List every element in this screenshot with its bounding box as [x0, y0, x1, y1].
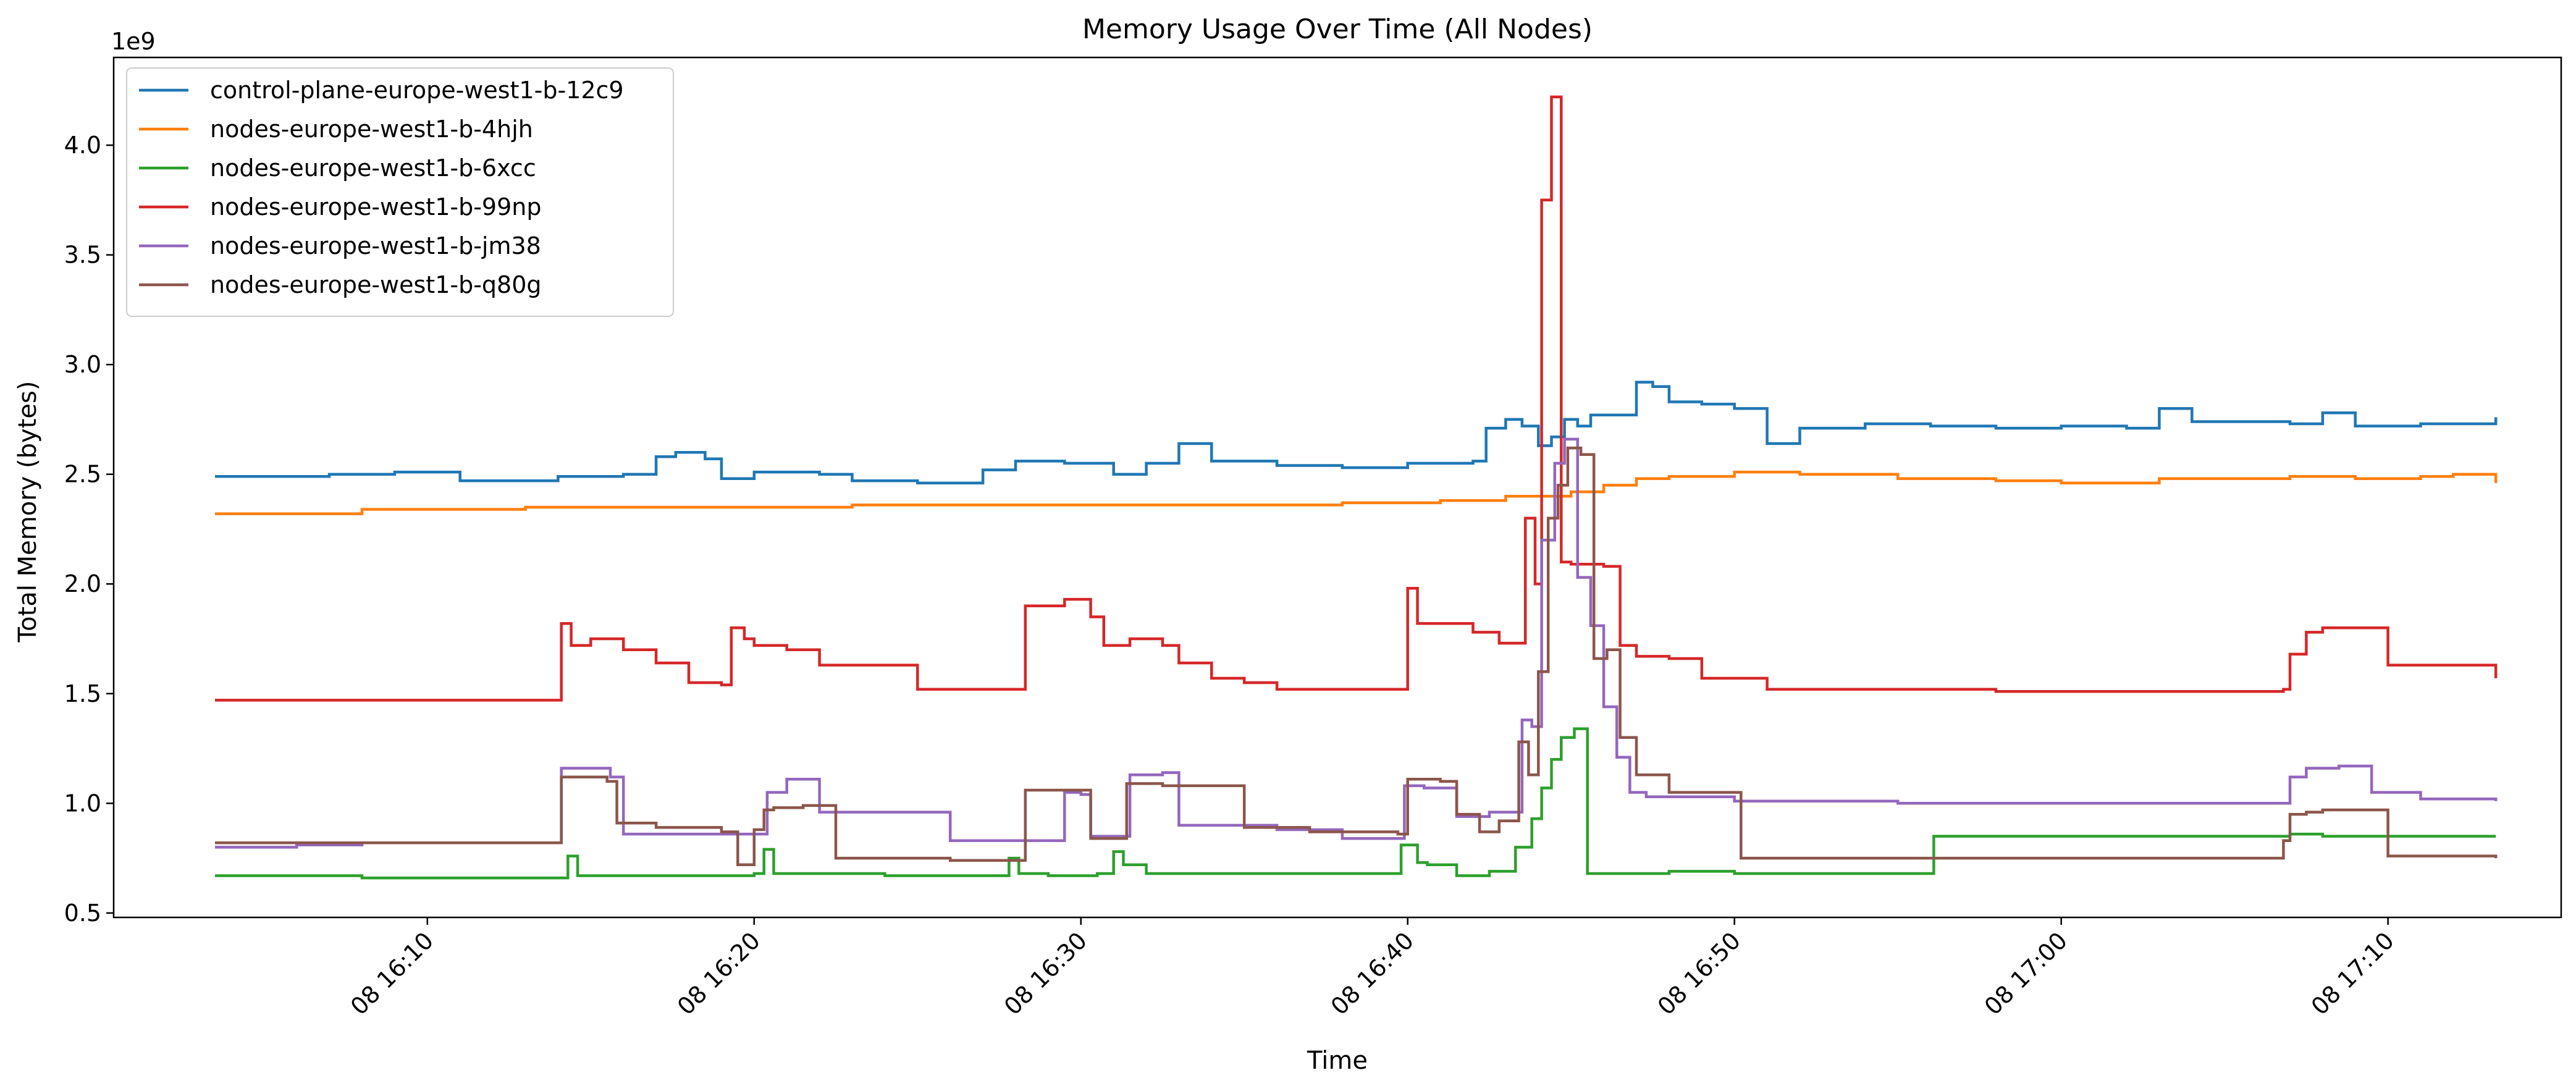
- legend-frame: [126, 67, 674, 317]
- series-line-control-plane-europe-west1-b-12c9: [215, 381, 2498, 485]
- series-line-nodes-europe-west1-b-jm38: [215, 437, 2498, 849]
- y-tick-label: 2.0: [64, 570, 101, 597]
- legend-label: nodes-europe-west1-b-jm38: [210, 232, 541, 259]
- legend: control-plane-europe-west1-b-12c9 nodes-e…: [126, 67, 674, 317]
- legend-label: nodes-europe-west1-b-6xcc: [210, 154, 536, 182]
- x-tick-label: 08 16:20: [672, 927, 765, 1020]
- legend-label: nodes-europe-west1-b-99np: [210, 193, 542, 221]
- legend-label: control-plane-europe-west1-b-12c9: [210, 77, 624, 104]
- x-axis-ticks: 08 16:10 08 16:20 08 16:30 08 16:40 08 16:50…: [345, 917, 2399, 1021]
- y-tick-label: 2.5: [64, 461, 101, 488]
- y-tick-label: 1.5: [64, 680, 101, 707]
- series-line-nodes-europe-west1-b-q80g: [215, 446, 2498, 867]
- y-tick-label: 0.5: [64, 899, 101, 927]
- series-line-nodes-europe-west1-b-4hjh: [215, 470, 2498, 515]
- y-axis-label: Total Memory (bytes): [14, 381, 42, 643]
- chart-title: Memory Usage Over Time (All Nodes): [1082, 14, 1593, 45]
- series-layer: [215, 95, 2498, 880]
- x-tick-label: 08 16:40: [1326, 927, 1419, 1020]
- series-line-nodes-europe-west1-b-99np: [215, 95, 2498, 702]
- y-tick-label: 4.0: [64, 132, 101, 159]
- plot-area-frame: [112, 56, 2562, 919]
- y-tick-label: 3.5: [64, 242, 101, 269]
- y-axis-scale-label: 1e9: [111, 28, 156, 55]
- y-tick-label: 3.0: [64, 351, 101, 378]
- y-tick-label: 1.0: [64, 790, 101, 817]
- x-axis-label: Time: [1307, 1047, 1368, 1075]
- x-tick-label: 08 16:10: [345, 927, 439, 1020]
- y-axis-ticks: 0.5 1.0 1.5 2.0 2.5 3.0 3.5 4.0: [64, 132, 114, 927]
- legend-label: nodes-europe-west1-b-4hjh: [210, 116, 533, 143]
- series-line-nodes-europe-west1-b-6xcc: [215, 727, 2496, 880]
- x-tick-label: 08 16:50: [1652, 927, 1746, 1020]
- x-tick-label: 08 17:10: [2306, 927, 2399, 1020]
- x-tick-label: 08 16:30: [999, 927, 1092, 1020]
- legend-label: nodes-europe-west1-b-q80g: [210, 271, 542, 298]
- x-tick-label: 08 17:00: [1979, 927, 2073, 1020]
